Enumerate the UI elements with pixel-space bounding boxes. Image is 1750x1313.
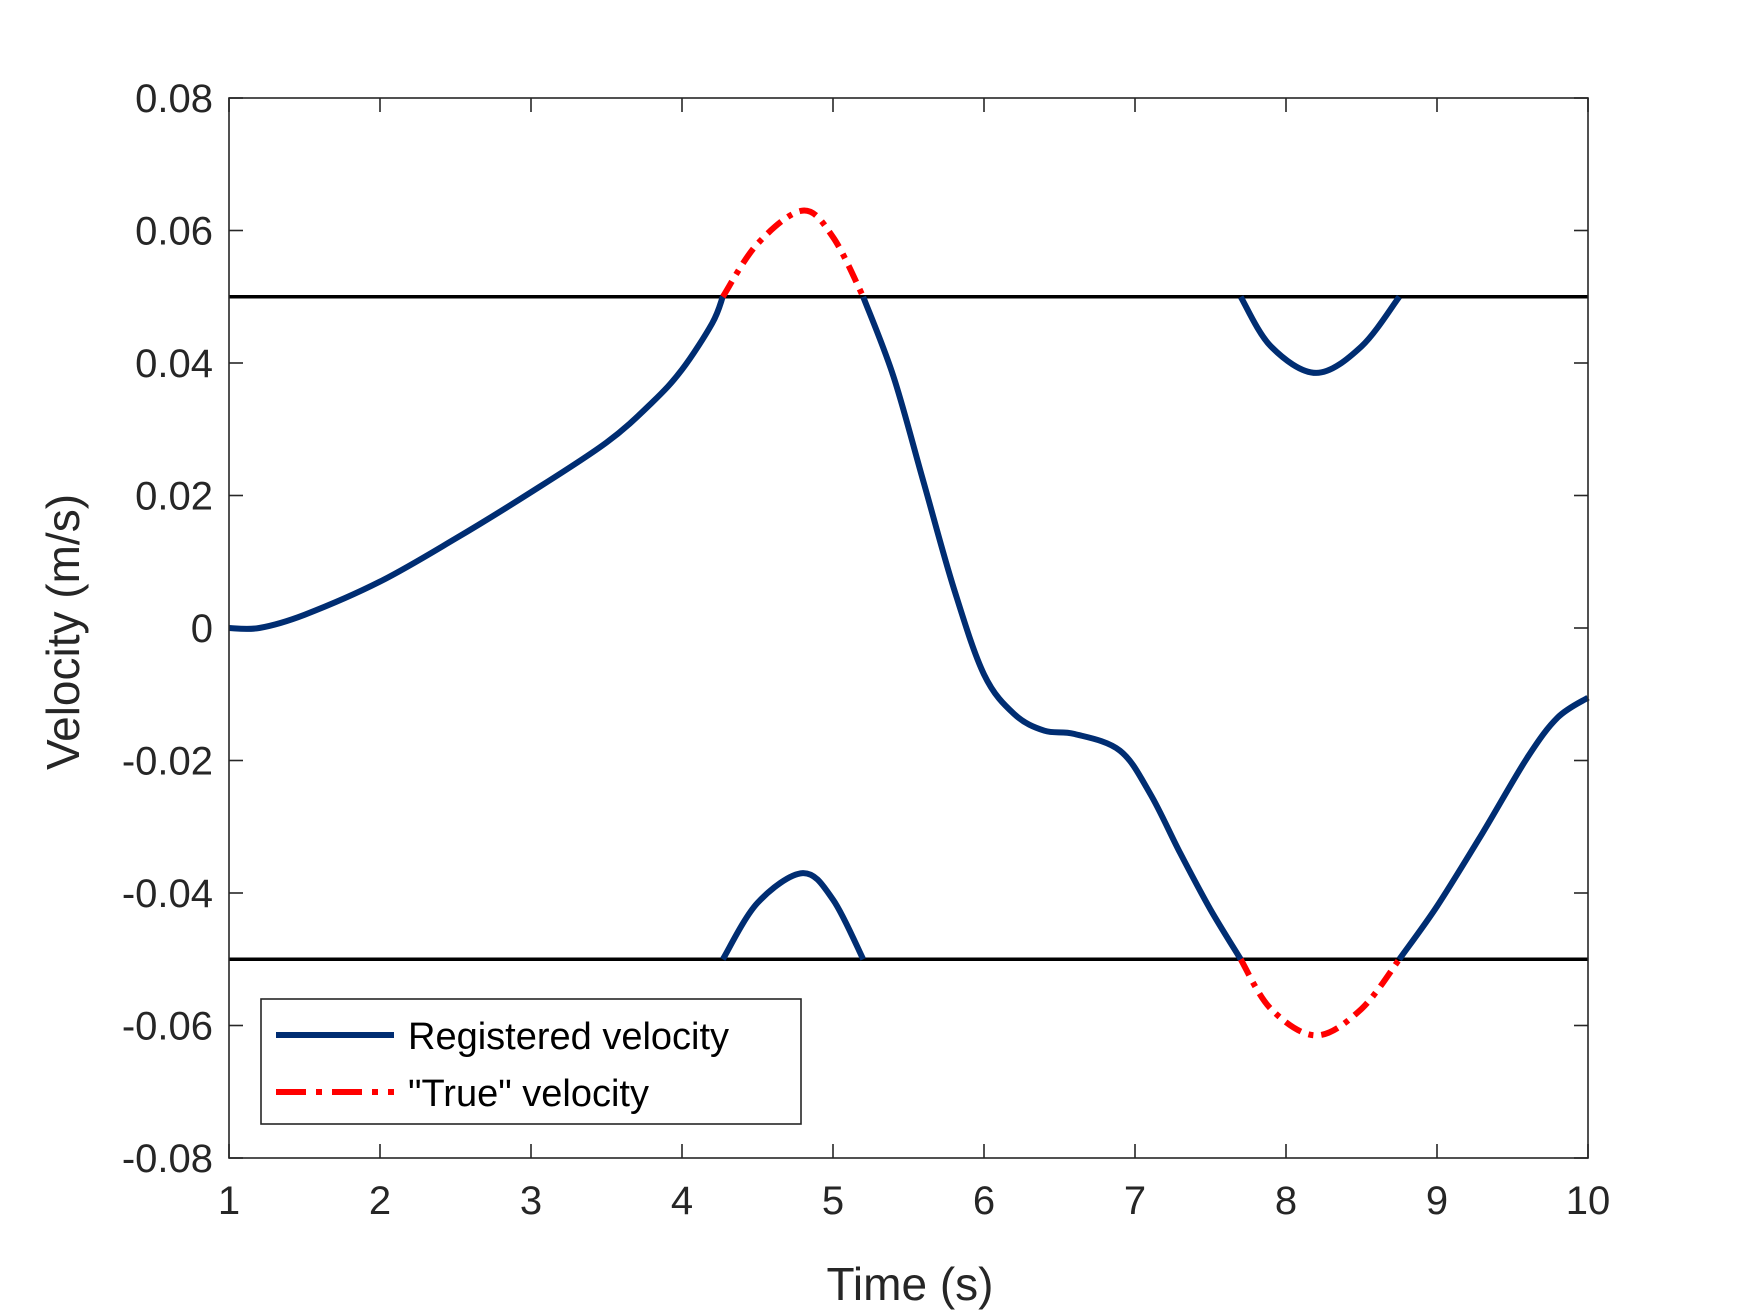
x-tick-label: 10: [1566, 1179, 1611, 1223]
legend-box: [260, 998, 802, 1125]
registered-velocity-line: [228, 295, 726, 632]
x-tick-label: 9: [1426, 1179, 1448, 1223]
x-axis-title: Time (s): [827, 1258, 994, 1310]
x-tick-label: 4: [671, 1179, 693, 1223]
legend-label-registered: Registered velocity: [408, 1016, 729, 1058]
true-velocity-line: [1238, 957, 1402, 1039]
y-tick-label: -0.08: [122, 1137, 213, 1181]
y-axis-title: Velocity (m/s): [37, 494, 89, 770]
x-tick-label: 5: [822, 1179, 844, 1223]
registered-velocity-line: [720, 870, 866, 961]
x-tick-label: 3: [520, 1179, 542, 1223]
legend: Registered velocity "True" velocity: [260, 998, 802, 1125]
x-tick-label: 8: [1275, 1179, 1297, 1223]
registered-velocity-line: [860, 295, 1244, 961]
tick-labels: 1 2 3 4 5 6 7 8 9 10 -0.08 -0.06 -0.04 -0.02 0 0.02 0.04…: [122, 77, 1610, 1223]
y-tick-label: 0.02: [135, 475, 213, 519]
plot-frame: [228, 97, 1589, 1159]
registered-velocity-line: [1396, 695, 1590, 962]
series-layer: [228, 207, 1590, 1039]
y-tick-label: 0.06: [135, 210, 213, 254]
y-tick-label: 0: [191, 607, 213, 651]
y-tick-label: 0.08: [135, 77, 213, 121]
y-tick-label: -0.06: [122, 1005, 213, 1049]
registered-velocity-line: [1238, 294, 1402, 376]
threshold-lines: [229, 295, 1588, 961]
y-tick-label: -0.04: [122, 872, 213, 916]
x-tick-label: 7: [1124, 1179, 1146, 1223]
legend-label-true: "True" velocity: [408, 1073, 649, 1115]
y-tick-label: -0.02: [122, 740, 213, 784]
x-tick-label: 2: [369, 1179, 391, 1223]
x-tick-label: 1: [218, 1179, 240, 1223]
y-tick-label: 0.04: [135, 342, 213, 386]
true-velocity-line: [720, 207, 866, 299]
x-tick-label: 6: [973, 1179, 995, 1223]
